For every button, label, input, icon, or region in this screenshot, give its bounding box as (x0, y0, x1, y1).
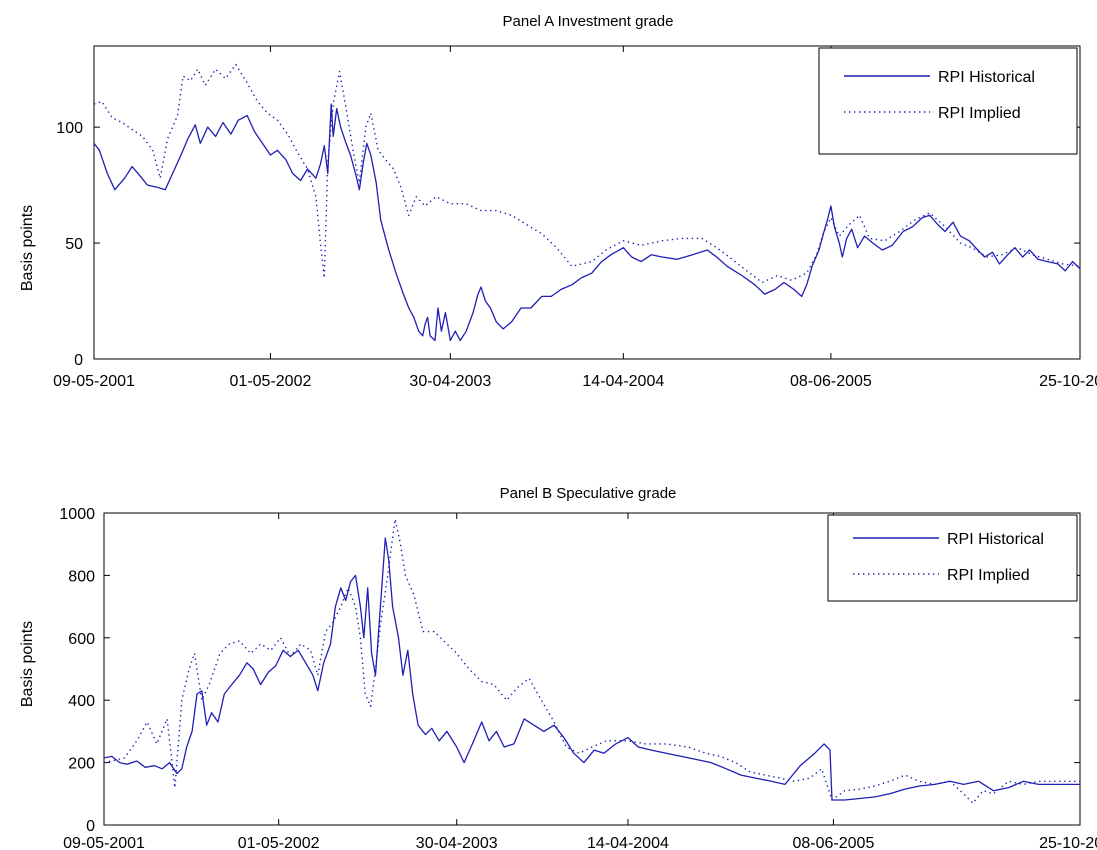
legend-label: RPI Historical (947, 531, 1044, 548)
y-tick-label: 100 (56, 120, 83, 137)
x-tick-label: 09-05-2001 (53, 373, 135, 390)
x-tick-label: 14-04-2004 (587, 835, 669, 850)
panel-a-legend: RPI Historical RPI Implied (818, 47, 1078, 155)
legend-label: RPI Implied (938, 105, 1021, 122)
x-tick-label: 25-10-2006 (1039, 835, 1097, 850)
y-tick-label: 800 (68, 568, 95, 585)
x-tick-label: 08-06-2005 (790, 373, 872, 390)
panel-b-legend: RPI Historical RPI Implied (827, 514, 1078, 602)
panel-b: Panel B Speculative grade Basis points 0… (19, 485, 1097, 850)
y-tick-label: 0 (86, 818, 95, 835)
series-line-rpi-implied (93, 63, 1081, 284)
panel-b-ticks: 09-05-2001 01-05-2002 30-04-2003 14-04-2004… (59, 506, 1097, 850)
x-tick-label: 30-04-2003 (409, 373, 491, 390)
y-tick-label: 50 (65, 236, 83, 253)
x-tick-label: 25-10-2006 (1039, 373, 1097, 390)
series-line-rpi-historical (93, 103, 1081, 342)
panel-b-series (103, 518, 1080, 804)
legend-box (827, 514, 1078, 602)
panel-a-ylabel: Basis points (19, 205, 36, 291)
y-tick-label: 200 (68, 756, 95, 773)
x-tick-label: 09-05-2001 (63, 835, 145, 850)
x-tick-label: 30-04-2003 (416, 835, 498, 850)
x-tick-label: 01-05-2002 (238, 835, 320, 850)
y-tick-label: 0 (74, 352, 83, 369)
panel-a: Panel A Investment grade Basis points 09… (19, 13, 1097, 390)
series-line-rpi-historical (103, 537, 1080, 801)
legend-label: RPI Historical (938, 69, 1035, 86)
y-tick-label: 600 (68, 631, 95, 648)
panel-a-series (93, 63, 1081, 342)
panel-b-title: Panel B Speculative grade (500, 485, 677, 502)
x-tick-label: 01-05-2002 (230, 373, 312, 390)
y-tick-label: 400 (68, 693, 95, 710)
x-tick-label: 08-06-2005 (793, 835, 875, 850)
legend-box (818, 47, 1078, 155)
y-tick-label: 1000 (59, 506, 95, 523)
x-tick-label: 14-04-2004 (582, 373, 664, 390)
panel-a-title: Panel A Investment grade (503, 13, 674, 30)
legend-label: RPI Implied (947, 567, 1030, 584)
panel-a-ticks: 09-05-2001 01-05-2002 30-04-2003 14-04-2004… (53, 46, 1097, 390)
panel-b-ylabel: Basis points (19, 621, 36, 707)
